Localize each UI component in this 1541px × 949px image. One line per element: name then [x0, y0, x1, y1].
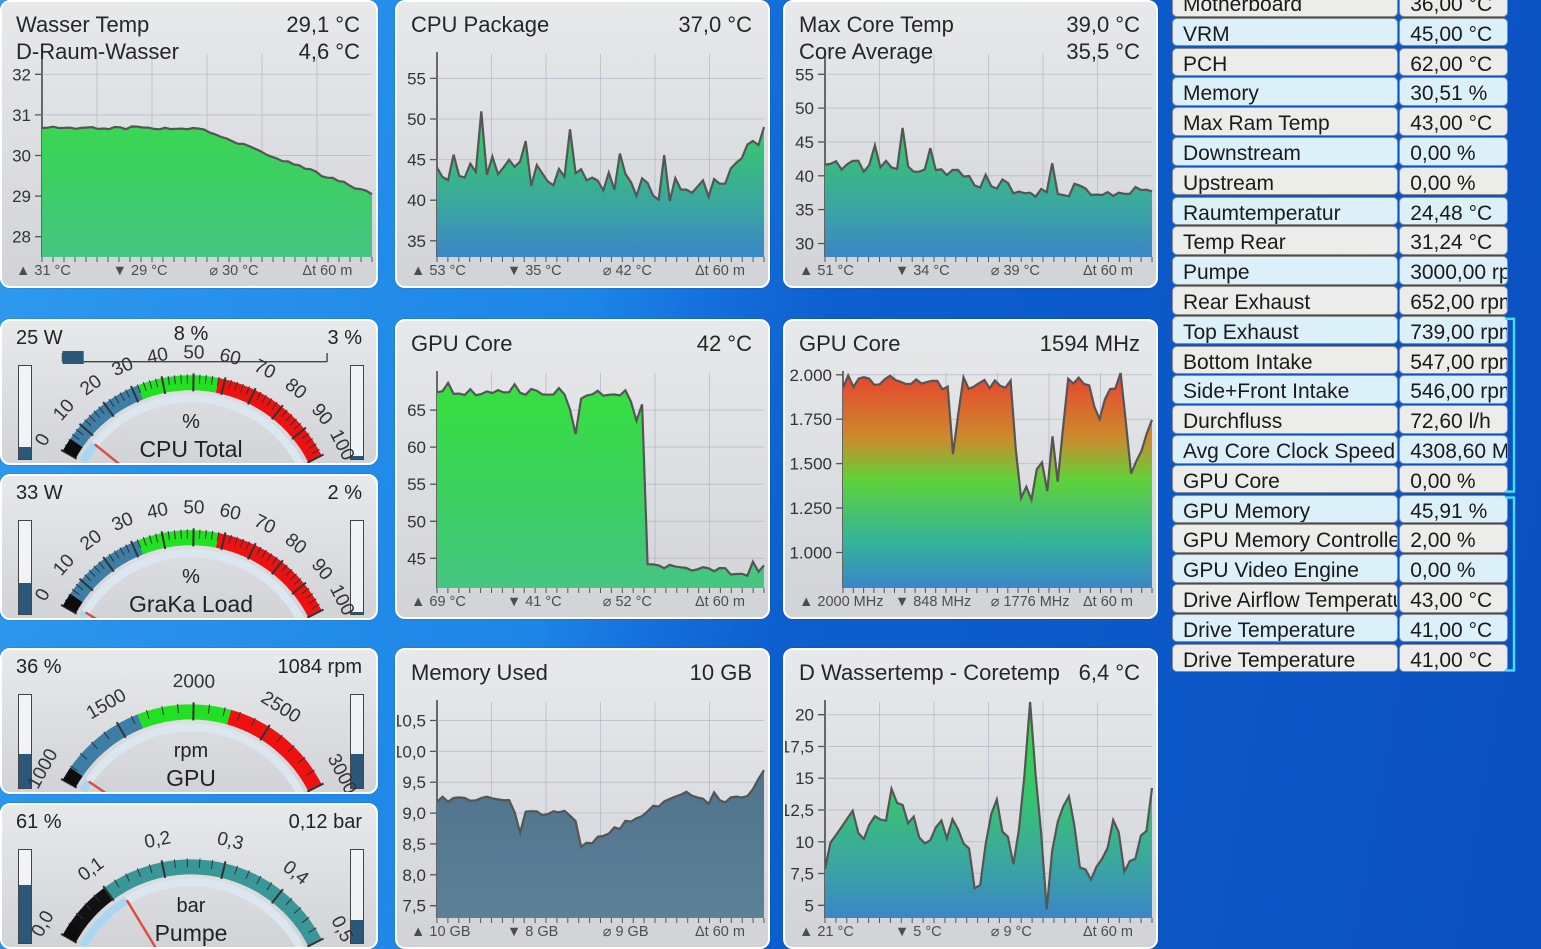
svg-text:100: 100 [325, 582, 358, 620]
svg-text:2500: 2500 [257, 687, 304, 727]
svg-text:0,3: 0,3 [215, 829, 246, 856]
svg-text:3000: 3000 [323, 751, 361, 794]
svg-text:70: 70 [251, 511, 279, 539]
svg-text:0,0: 0,0 [27, 908, 58, 941]
svg-text:15: 15 [795, 769, 814, 788]
svg-text:10,5: 10,5 [397, 712, 426, 731]
svg-text:50: 50 [795, 99, 814, 118]
svg-text:2000: 2000 [173, 671, 216, 693]
svg-text:7,5: 7,5 [402, 897, 426, 916]
svg-text:0,2: 0,2 [143, 828, 173, 854]
svg-text:20: 20 [76, 526, 105, 555]
svg-text:45: 45 [407, 549, 426, 568]
svg-text:40: 40 [145, 344, 170, 369]
svg-text:29: 29 [12, 187, 31, 206]
svg-text:40: 40 [795, 167, 814, 186]
svg-text:32: 32 [12, 65, 31, 84]
svg-text:90: 90 [307, 555, 337, 585]
svg-text:12,5: 12,5 [785, 801, 814, 820]
svg-text:45: 45 [795, 133, 814, 152]
svg-text:10,0: 10,0 [397, 742, 426, 761]
svg-text:9,0: 9,0 [402, 804, 426, 823]
svg-text:CPU Total: CPU Total [139, 436, 242, 462]
svg-text:50: 50 [183, 498, 205, 519]
svg-text:28: 28 [12, 228, 31, 247]
svg-text:30: 30 [795, 235, 814, 254]
svg-text:9,5: 9,5 [402, 773, 426, 792]
svg-text:60: 60 [407, 438, 426, 457]
svg-text:55: 55 [795, 65, 814, 84]
svg-text:70: 70 [251, 356, 279, 384]
svg-text:20: 20 [795, 706, 814, 725]
svg-text:20: 20 [76, 371, 105, 400]
svg-text:40: 40 [407, 191, 426, 210]
svg-text:30: 30 [109, 509, 137, 537]
svg-text:30: 30 [12, 147, 31, 166]
svg-text:GraKa Load: GraKa Load [129, 591, 253, 617]
svg-text:Pumpe: Pumpe [155, 920, 228, 946]
svg-text:90: 90 [307, 400, 337, 430]
svg-text:0,1: 0,1 [74, 854, 108, 887]
svg-text:45: 45 [407, 151, 426, 170]
svg-text:7,5: 7,5 [790, 865, 814, 884]
svg-text:80: 80 [281, 530, 311, 560]
svg-text:0,5: 0,5 [326, 913, 357, 946]
svg-text:bar: bar [177, 895, 206, 917]
svg-text:2.000: 2.000 [789, 366, 832, 385]
svg-text:80: 80 [281, 374, 311, 404]
svg-text:35: 35 [407, 232, 426, 251]
svg-text:10: 10 [49, 551, 79, 581]
svg-text:0: 0 [31, 586, 54, 605]
svg-text:35: 35 [795, 201, 814, 220]
svg-text:1.750: 1.750 [789, 410, 832, 429]
svg-text:40: 40 [145, 499, 170, 524]
svg-text:55: 55 [407, 475, 426, 494]
svg-text:10: 10 [795, 833, 814, 852]
svg-text:1.500: 1.500 [789, 455, 832, 474]
svg-text:60: 60 [217, 500, 242, 525]
svg-text:50: 50 [183, 342, 205, 363]
svg-text:1000: 1000 [24, 745, 63, 792]
svg-text:65: 65 [407, 401, 426, 420]
svg-text:1.250: 1.250 [789, 499, 832, 518]
svg-text:0,4: 0,4 [279, 857, 313, 890]
svg-text:%: % [182, 566, 200, 588]
svg-text:10: 10 [49, 395, 79, 425]
svg-text:100: 100 [325, 426, 358, 464]
svg-text:8,5: 8,5 [402, 835, 426, 854]
svg-text:8,0: 8,0 [402, 866, 426, 885]
svg-text:rpm: rpm [174, 740, 208, 762]
svg-text:55: 55 [407, 69, 426, 88]
svg-text:1500: 1500 [83, 685, 130, 724]
svg-text:50: 50 [407, 110, 426, 129]
svg-text:31: 31 [12, 106, 31, 125]
svg-text:30: 30 [109, 353, 137, 381]
svg-text:%: % [182, 411, 200, 433]
svg-text:5: 5 [805, 896, 814, 915]
svg-text:50: 50 [407, 512, 426, 531]
svg-text:1.000: 1.000 [789, 544, 832, 563]
svg-text:GPU: GPU [166, 765, 216, 791]
svg-text:17,5: 17,5 [785, 738, 814, 757]
svg-text:60: 60 [217, 345, 242, 370]
svg-text:0: 0 [31, 430, 54, 449]
